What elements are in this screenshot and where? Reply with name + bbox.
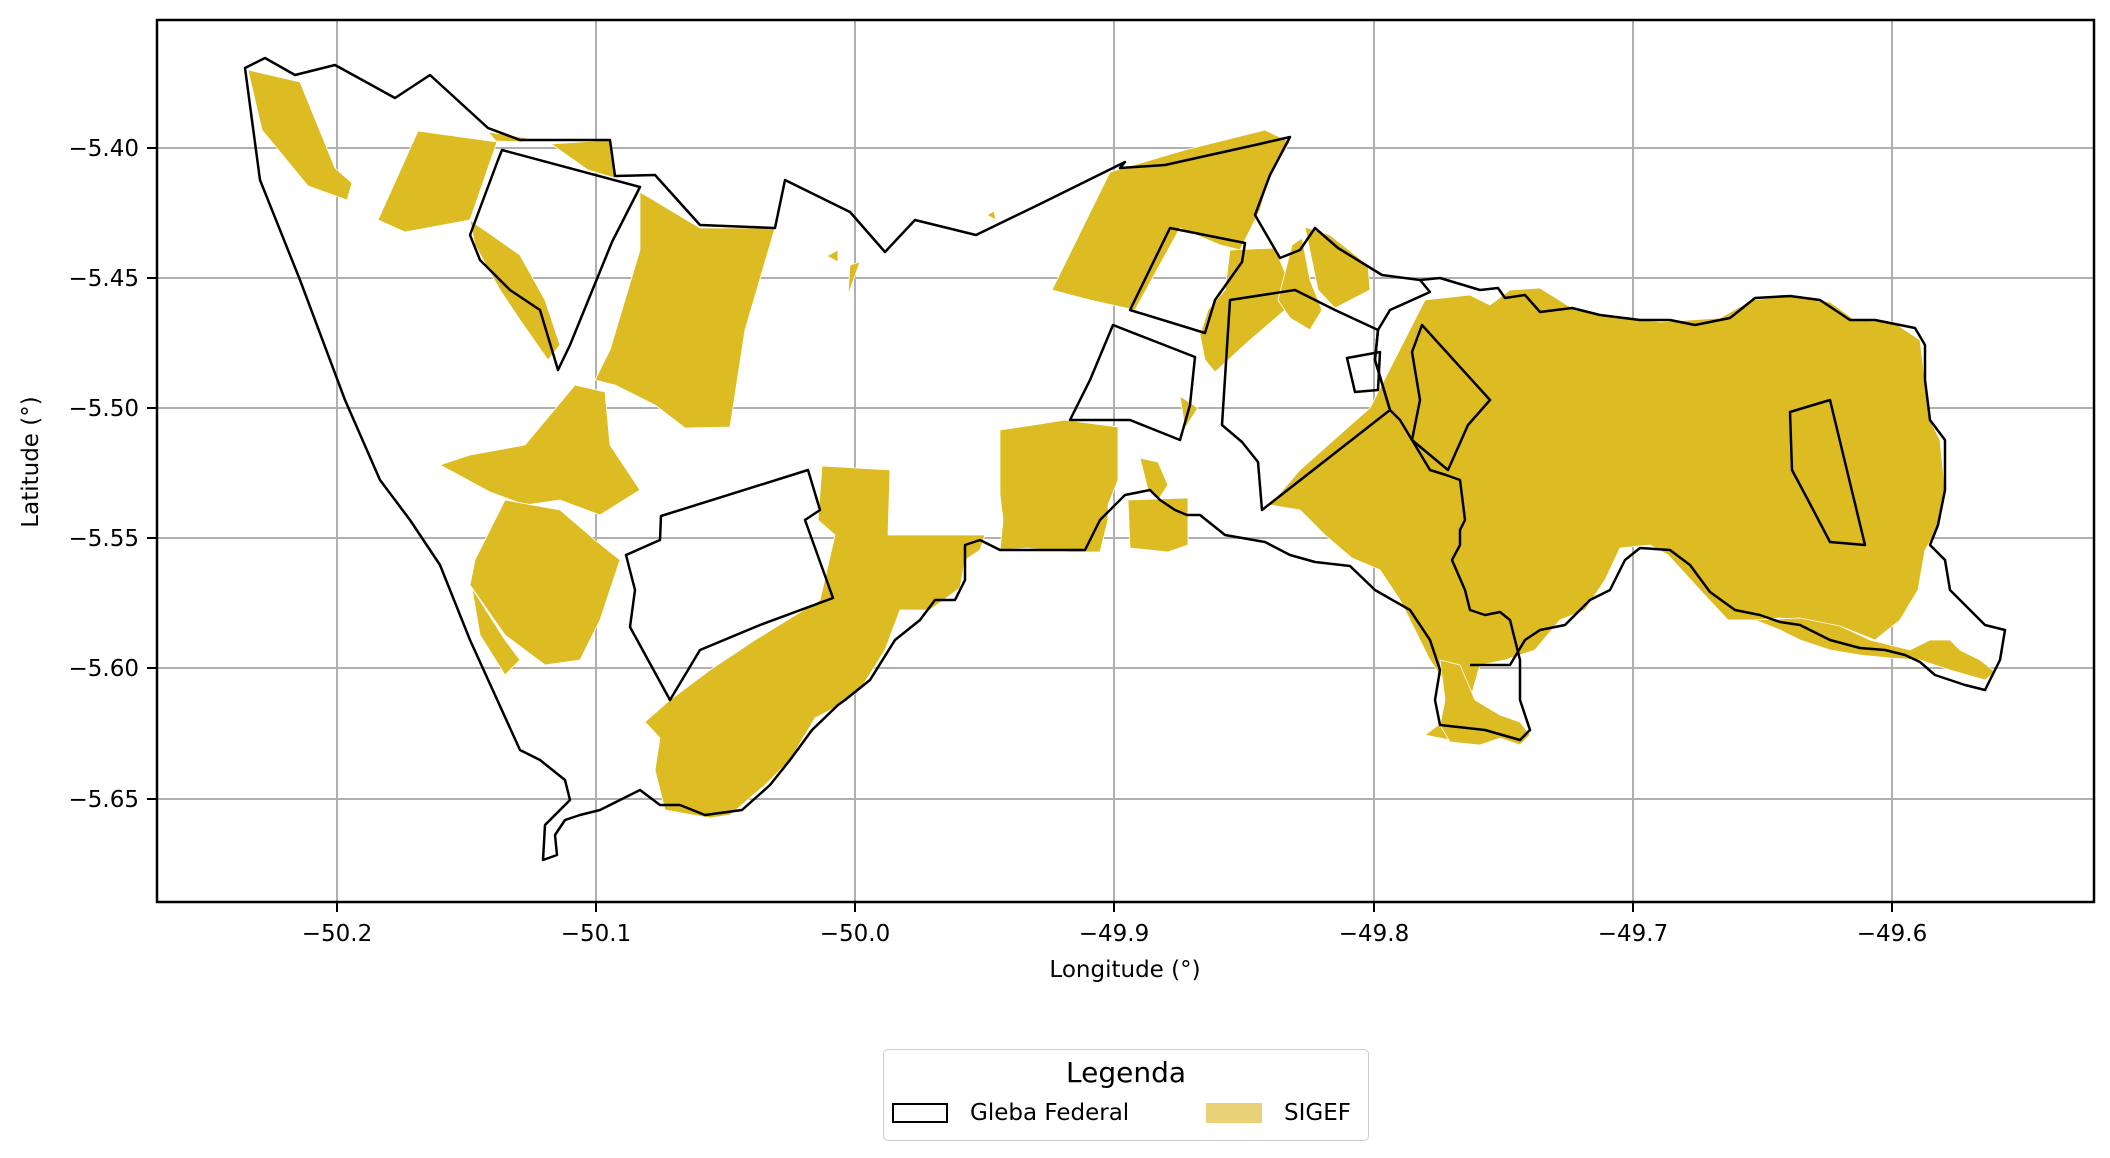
gleba-outline-far-east <box>1788 398 1867 547</box>
x-tick-label: −49.8 <box>1339 921 1409 947</box>
sigef-parcel-east-mid <box>1199 247 1291 373</box>
sigef-parcel-coast-c <box>1127 497 1189 553</box>
sigef-parcel-coast-b <box>1139 457 1169 501</box>
x-tick-label: −49.6 <box>1857 921 1927 947</box>
gleba-outline-east-inner <box>1345 350 1382 394</box>
legend-label: Gleba Federal <box>970 1100 1130 1126</box>
y-tick-label: −5.45 <box>69 266 139 292</box>
sigef-parcels <box>247 69 1996 819</box>
y-tick-label: −5.65 <box>69 787 139 813</box>
x-axis-title: Longitude (°) <box>1049 957 1200 983</box>
x-tick-label: −49.7 <box>1598 921 1668 947</box>
x-tick-label: −49.9 <box>1079 921 1149 947</box>
sigef-parcel-east-mid-c <box>1304 226 1371 309</box>
sigef-parcel-west-south <box>469 499 621 666</box>
y-tick-label: −5.60 <box>69 656 139 682</box>
sigef-parcel-river-bank <box>469 219 561 361</box>
legend-item-gleba-federal: Gleba Federal <box>892 1100 1129 1126</box>
sigef-parcel-west-south-b <box>471 587 521 676</box>
legend-label: SIGEF <box>1284 1100 1351 1126</box>
sigef-parcel-east-large <box>1269 287 1946 741</box>
x-tick-label: −50.1 <box>561 921 631 947</box>
y-axis-title: Latitude (°) <box>18 396 44 527</box>
gleba-federal-outlines <box>243 56 2007 862</box>
y-tick-label: −5.40 <box>69 136 139 162</box>
gleba-outline-east-lobe <box>1410 323 1492 472</box>
sigef-parcel-small-a <box>826 249 839 263</box>
sigef-parcel-nw-strip <box>247 69 353 201</box>
gleba-outline-coast-east <box>1419 276 2007 692</box>
x-tick-label: −50.2 <box>302 921 372 947</box>
gleba-outline-mid-north <box>1128 226 1247 335</box>
gleba-outline-north-west <box>468 148 642 372</box>
y-tick-label: −5.55 <box>69 526 139 552</box>
y-tick-label: −5.50 <box>69 396 139 422</box>
outlined-box-swatch-icon <box>892 1103 948 1123</box>
axes-frame <box>155 18 2096 904</box>
sigef-parcel-small-c <box>986 210 997 221</box>
gleba-outline-central-south <box>624 468 835 702</box>
sigef-parcel-east-south <box>1439 659 1531 746</box>
gleba-outline-mid-centre <box>1068 323 1197 442</box>
gleba-outline-east-centre <box>1220 288 1392 512</box>
sigef-parcel-central-south <box>644 465 986 819</box>
legend-title: Legenda <box>1065 1056 1186 1089</box>
legend-item-sigef: SIGEF <box>1206 1100 1351 1126</box>
sigef-parcel-coast-a <box>999 419 1119 553</box>
sigef-parcel-north-c <box>549 139 616 179</box>
gleba-outline-main <box>243 56 1532 862</box>
sigef-parcel-west-mid <box>438 384 641 516</box>
tick-marks <box>147 147 1893 912</box>
legend: Legenda Gleba Federal SIGEF <box>883 1049 1369 1141</box>
sigef-parcel-north-a <box>377 130 498 233</box>
sigef-parcel-small-b <box>847 261 861 296</box>
y-tick-labels: −5.40 −5.45 −5.50 −5.55 −5.60 −5.65 <box>69 136 139 813</box>
x-tick-label: −50.0 <box>820 921 890 947</box>
x-tick-labels: −50.2 −50.1 −50.0 −49.9 −49.8 −49.7 −49.… <box>302 921 1927 947</box>
filled-gold-swatch-icon <box>1206 1103 1262 1123</box>
